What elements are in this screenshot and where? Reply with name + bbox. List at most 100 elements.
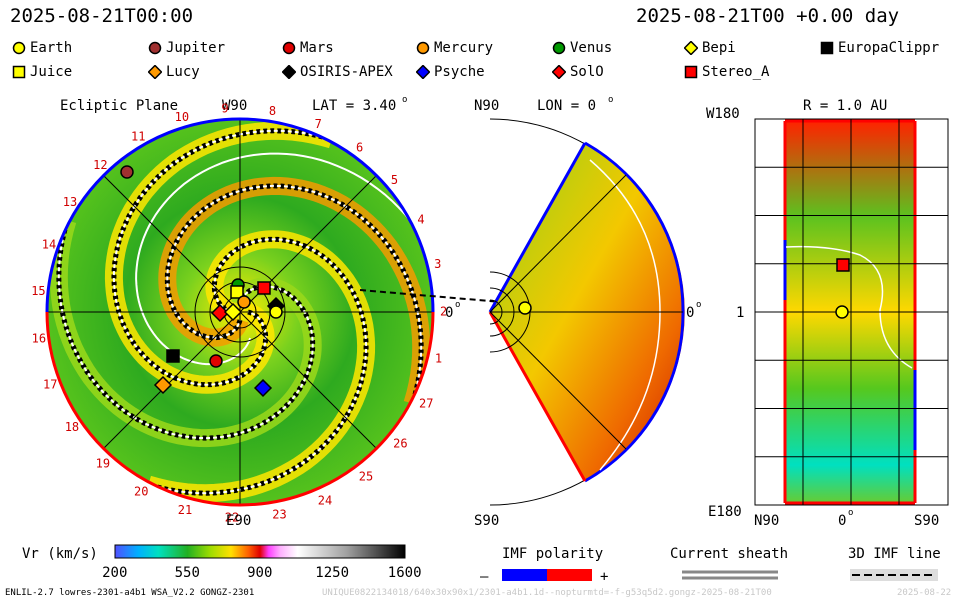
meridional-bottom-label: S90 [474,513,499,529]
colorbar-tick-label: 200 [102,565,127,581]
square-marker-icon [684,65,698,79]
radial-x-mid: 0 [838,513,846,529]
sector-number: 24 [318,494,332,508]
spiral-imf-line [164,183,424,405]
sector-number: 11 [131,129,145,143]
ecliptic-lat-label: LAT = 3.40 [312,98,396,114]
meridional-plot [488,118,685,506]
legend-item-bepi: Bepi [684,40,736,56]
ecliptic-marker-solo [210,303,230,323]
colorbar-tick-label: 900 [247,565,272,581]
radial-title: R = 1.0 AU [803,98,887,114]
footer-model: ENLIL-2.7 lowres-2301-a4b1 WSA_V2.2 GONG… [5,588,255,598]
imf-boundary-top-right [239,117,435,313]
sector-number: 19 [96,456,110,470]
ecliptic-marker-mercury [237,295,251,309]
legend-label: Psyche [434,64,485,80]
imf-line-connection [359,289,526,305]
legend-label: Juice [30,64,73,80]
meridional-lon-label: LON = 0 [537,98,596,114]
legend-label: Jupiter [166,40,226,56]
imf-minus: – [480,569,489,585]
sector-number: 10 [175,110,189,124]
diamond-marker-icon [416,65,430,79]
ecliptic-marker-jupiter [120,165,134,179]
meridional-edge-bottom [488,311,587,482]
sector-number: 1 [435,352,442,366]
legend-item-juice: Juice [12,64,72,80]
imf-boundary-top-left [45,117,241,313]
meridional-grid-2 [489,311,627,450]
radial-stereo-a-marker [836,258,850,272]
sector-number: 13 [63,195,77,209]
legend-item-europaclippr: EuropaClippr [820,40,939,56]
ecliptic-marker-lucy [153,375,173,395]
legend-label: Earth [30,40,73,56]
sector-number: 22 [225,511,239,525]
meridional-ring-2 [489,287,515,337]
ecliptic-bottom-label: E90 [226,513,251,529]
spiral-imf-line [111,128,333,388]
ecliptic-right-sup: o [455,300,460,310]
sector-number: 12 [93,158,107,172]
circle-marker-icon [416,41,430,55]
ecliptic-spirals [49,121,431,503]
radial-earth-marker [835,305,849,319]
legend-label: Mercury [434,40,494,56]
colorbar-tick-label: 1250 [315,565,349,581]
ecliptic-marker-europaclippr [166,349,180,363]
colorbar-tick-label: 1600 [388,565,422,581]
diamond-marker-icon [148,65,162,79]
sector-number: 21 [178,503,192,517]
circle-marker-icon [552,41,566,55]
imf-plus: + [600,569,608,585]
ecliptic-title: Ecliptic Plane [60,98,178,114]
legend-label: OSIRIS-APEX [300,64,393,80]
meridional-lon-sup: o [608,95,613,105]
diamond-marker-icon [282,65,296,79]
legend-item-stereo-a: Stereo_A [684,64,769,80]
sector-number: 7 [315,117,322,131]
legend-item-psyche: Psyche [416,64,485,80]
meridional-right-sup: o [696,300,701,310]
legend-item-earth: Earth [12,40,72,56]
ecliptic-marker-psyche [253,378,273,398]
footer-date: 2025-08-22 [897,588,952,598]
legend-label: EuropaClippr [838,40,940,56]
radial-x-left: N90 [754,513,779,529]
square-marker-icon [820,41,834,55]
radial-x-mid-sup: o [848,508,853,518]
meridional-grid-1 [489,174,627,313]
sheath-label: Current sheath [670,546,788,562]
radial-plot [754,118,949,506]
ecliptic-marker-stereo-a [257,281,271,295]
radial-mid-left: 1 [736,305,744,321]
time-right: 2025-08-21T00 +0.00 day [636,5,900,27]
colorbar-tick-label: 550 [175,565,200,581]
ecliptic-marker-earth [269,305,283,319]
meridional-boundary-bottom [584,311,685,483]
imf3d-label: 3D IMF line [848,546,941,562]
meridional-boundary-top [584,141,685,313]
diamond-marker-icon [552,65,566,79]
ecliptic-marker-bepi [223,302,243,322]
time-left: 2025-08-21T00:00 [10,5,194,27]
meridional-top-label: N90 [474,98,499,114]
sector-number: 20 [134,484,148,498]
radial-bottom-left: E180 [708,504,742,520]
meridional-right-label: 0 [686,305,694,321]
legend-item-mars: Mars [282,40,334,56]
circle-marker-icon [12,41,26,55]
meridional-ring-3 [489,299,503,325]
sector-number: 25 [359,469,373,483]
legend-item-osiris-apex: OSIRIS-APEX [282,64,393,80]
legend-label: SolO [570,64,604,80]
sector-number: 17 [43,378,57,392]
imf-boundary-bottom-left [45,311,241,507]
diamond-marker-icon [684,41,698,55]
legend-label: Mars [300,40,334,56]
legend-label: Bepi [702,40,736,56]
ecliptic-lat-sup: o [402,95,407,105]
